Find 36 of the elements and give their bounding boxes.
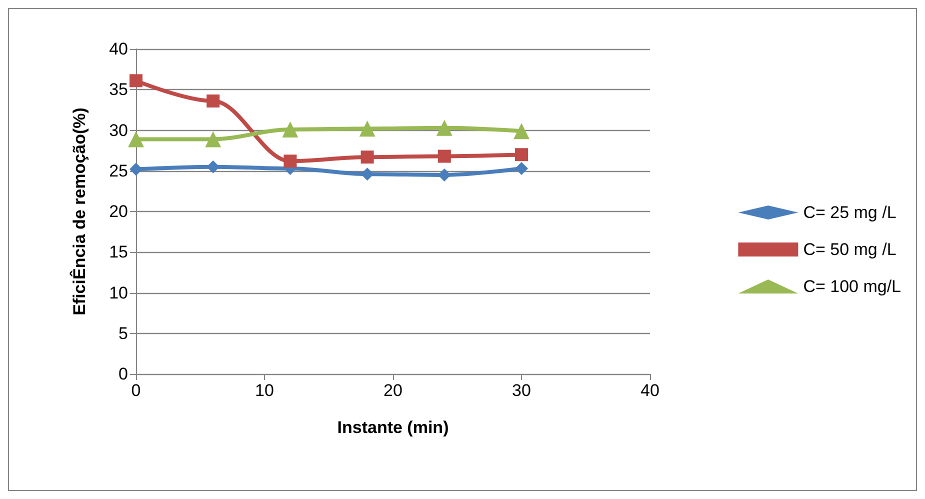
legend-label: C= 100 mg/L xyxy=(803,277,902,296)
y-tick-label: 35 xyxy=(109,80,128,100)
point xyxy=(130,74,142,88)
point xyxy=(359,120,376,137)
point xyxy=(284,154,297,168)
point xyxy=(206,94,220,108)
point xyxy=(128,131,144,148)
y-tick-label: 25 xyxy=(109,161,128,180)
point xyxy=(282,121,298,138)
y-tick-label: 5 xyxy=(118,324,128,343)
x-tick-label: 30 xyxy=(512,381,531,400)
x-tick-label: 40 xyxy=(640,381,660,400)
point xyxy=(436,120,452,136)
y-tick-label: 40 xyxy=(109,40,128,58)
point xyxy=(360,150,374,164)
legend-label: C= 50 mg /L xyxy=(803,240,896,259)
y-axis-title: EficiÊncia de remoção(%) xyxy=(69,108,89,316)
point xyxy=(205,131,222,148)
x-tick-label: 20 xyxy=(384,381,402,400)
point xyxy=(360,168,374,181)
x-tick-label: 0 xyxy=(131,381,141,400)
x-axis-title: Instante (min) xyxy=(337,418,449,437)
point xyxy=(130,162,142,176)
point xyxy=(438,168,451,182)
point xyxy=(515,148,528,162)
y-tick-label: 10 xyxy=(109,283,128,302)
y-tick-label: 15 xyxy=(109,242,128,262)
point xyxy=(206,160,220,174)
point xyxy=(438,150,451,163)
y-tick-label: 30 xyxy=(109,120,128,140)
point xyxy=(515,162,528,175)
y-tick-label: 0 xyxy=(118,364,128,384)
legend-label: C= 25 mg /L xyxy=(803,203,896,222)
x-tick-label: 10 xyxy=(255,381,274,400)
y-tick-label: 20 xyxy=(109,202,128,221)
point xyxy=(514,123,530,140)
